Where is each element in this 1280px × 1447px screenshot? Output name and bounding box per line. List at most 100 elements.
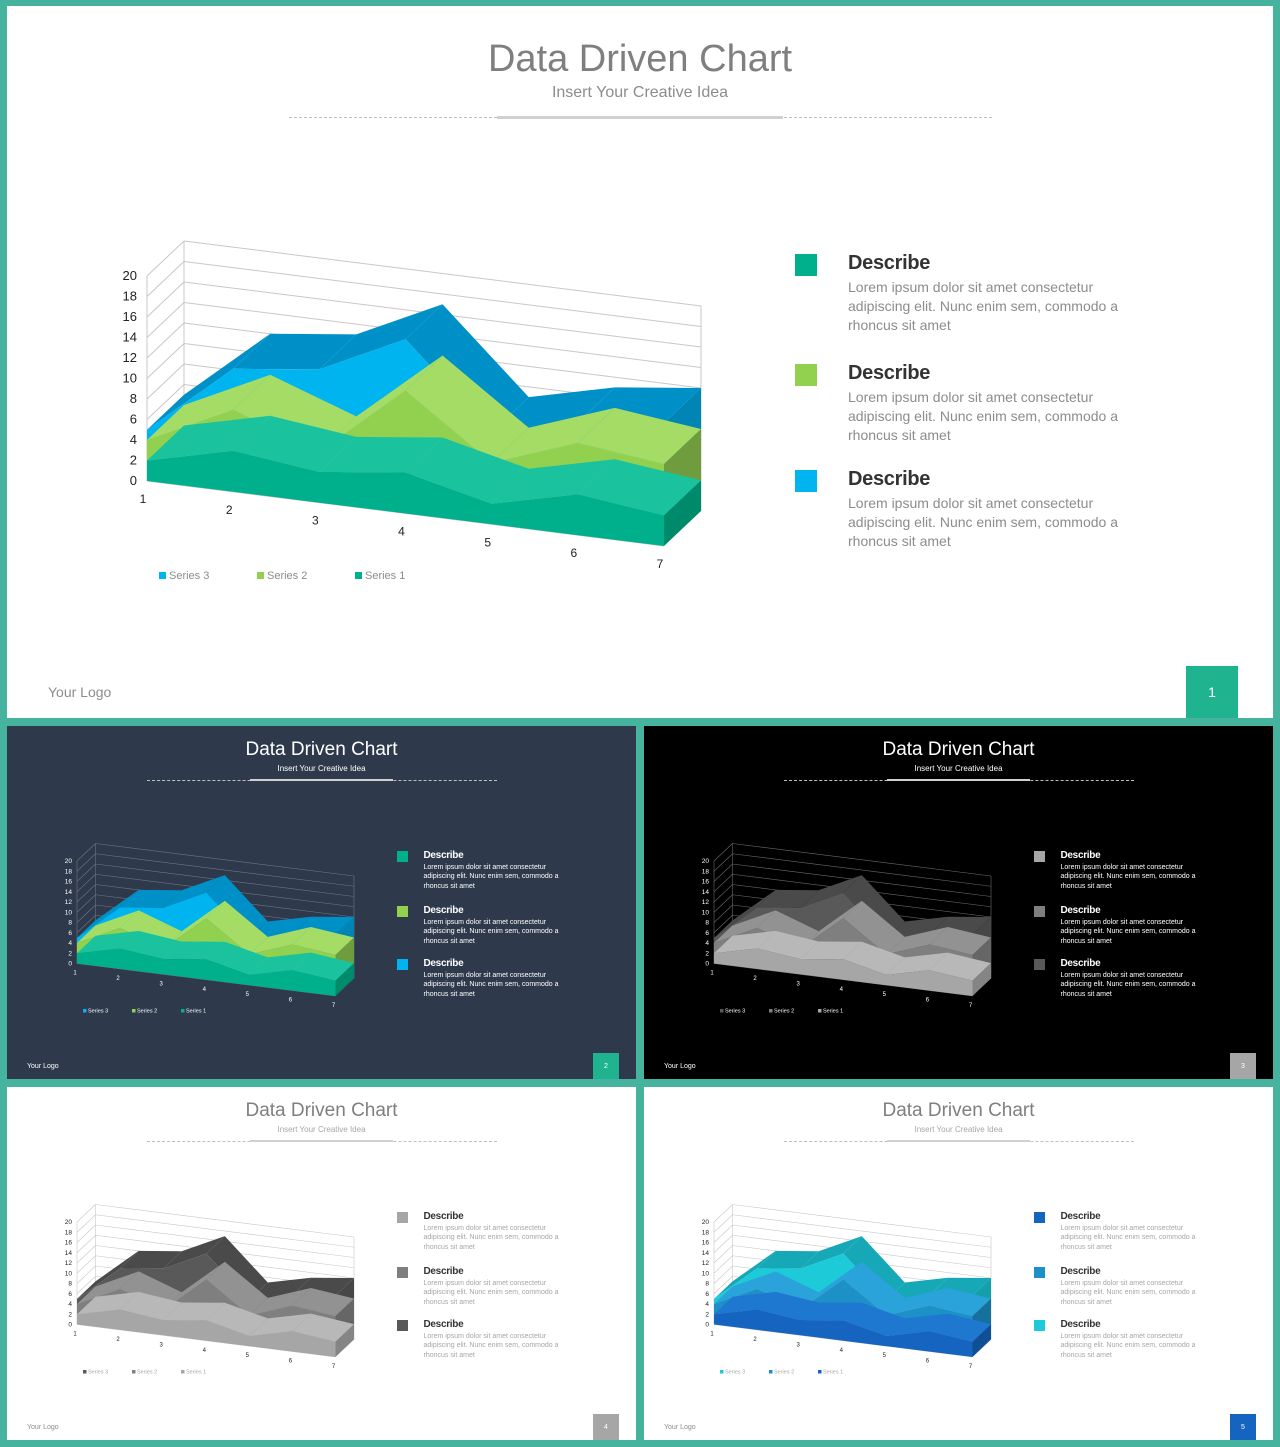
describe-text-line: Lorem ipsum dolor sit amet consectetur (1060, 919, 1184, 926)
describe-heading: Describe (1060, 905, 1101, 916)
series-1-top-face (249, 1313, 311, 1336)
describe-text-line: rhoncus sit amet (1060, 937, 1112, 945)
x-axis-labels: 1 2 3 4 5 6 7 (73, 971, 336, 1010)
legend-swatch (181, 1370, 185, 1374)
x-tick-label: 6 (570, 546, 577, 560)
describe-text-line: adipiscing elit. Nunc enim sem, commodo … (423, 1234, 559, 1242)
x-tick-label: 7 (657, 557, 664, 571)
slide-subtitle: Insert Your Creative Idea (914, 764, 1003, 773)
logo-text: Your Logo (664, 1424, 696, 1431)
x-tick-label: 2 (116, 1337, 120, 1343)
y-tick-label: 18 (702, 1229, 710, 1236)
describe-text-line: Lorem ipsum dolor sit amet consectetur (1060, 864, 1184, 871)
series-3-top-face (120, 889, 182, 908)
logo-text: Your Logo (664, 1063, 696, 1070)
series-3-top-face (206, 1236, 268, 1300)
series-1-top-face (77, 930, 139, 954)
series-1-top-face (577, 459, 701, 516)
y-tick-label: 12 (702, 899, 710, 906)
y-tick-label: 10 (702, 909, 710, 916)
side-gridline (76, 884, 96, 903)
series-1-top-face (929, 952, 991, 981)
series-1-top-face (77, 1291, 139, 1315)
describe-item: Describe Lorem ipsum dolor sit amet conse… (397, 1266, 577, 1317)
describe-swatch (397, 1320, 408, 1331)
legend-swatch (720, 1009, 724, 1013)
side-gridline (76, 1204, 96, 1223)
slide-subtitle: Insert Your Creative Idea (277, 1125, 366, 1134)
describe-heading: Describe (423, 1319, 464, 1330)
y-tick-label: 4 (705, 1301, 709, 1308)
describe-swatch (1034, 1212, 1045, 1223)
side-gridline (76, 1276, 96, 1294)
y-tick-label: 14 (65, 1250, 73, 1257)
describe-text-line: Lorem ipsum dolor sit amet consectetur (423, 1280, 547, 1287)
side-gridline (76, 874, 96, 892)
slide-subtitle: Insert Your Creative Idea (551, 84, 729, 101)
describe-text-line: adipiscing elit. Nunc enim sem, commodo … (1060, 873, 1196, 881)
series-1-top-face (843, 941, 905, 975)
series-2-top-face (886, 927, 948, 955)
describe-heading: Describe (1060, 1211, 1101, 1222)
x-axis-labels: 1 2 3 4 5 6 7 (710, 971, 973, 1010)
slide-2: Data Driven Chart Insert Your Creative I… (7, 726, 636, 1079)
side-gridline (146, 343, 185, 379)
describe-heading: Describe (423, 1266, 464, 1277)
series-1-side-face (664, 480, 701, 546)
describe-text-line: rhoncus sit amet (423, 1243, 475, 1251)
describe-text-line: adipiscing elit. Nunc enim sem, commodo … (423, 981, 559, 989)
y-tick-label: 2 (705, 950, 709, 957)
x-tick-label: 4 (840, 1348, 844, 1354)
legend-swatch (818, 1370, 822, 1374)
side-gridline (146, 240, 185, 277)
logo-text: Your Logo (27, 1424, 59, 1431)
side-gridline (713, 1276, 733, 1294)
describe-text-line: rhoncus sit amet (848, 426, 951, 443)
side-gridline (713, 1235, 733, 1253)
legend-label: Series 1 (186, 1370, 206, 1376)
side-gridline (76, 904, 96, 923)
slide-subtitle: Insert Your Creative Idea (914, 1125, 1003, 1134)
series-2-top-face (843, 900, 905, 955)
x-tick-label: 6 (926, 998, 930, 1004)
describe-heading: Describe (1060, 1319, 1101, 1330)
series-1-front-face (147, 450, 664, 546)
series-1-area (714, 930, 991, 996)
x-tick-label: 2 (226, 503, 233, 517)
series-1-top-face (491, 459, 615, 504)
legend-label: Series 2 (267, 570, 307, 582)
y-tick-label: 12 (702, 1260, 710, 1267)
series-1-front-face (77, 1309, 336, 1357)
slide-subtitle: Insert Your Creative Idea (277, 764, 366, 773)
back-gridline (732, 1204, 992, 1238)
legend-label: Series 1 (823, 1370, 843, 1376)
describe-text-line: adipiscing elit. Nunc enim sem, commodo … (1060, 1342, 1196, 1350)
legend-swatch (83, 1370, 87, 1374)
x-tick-label: 3 (796, 981, 800, 987)
series-2-top-face (800, 1261, 862, 1310)
x-tick-label: 5 (484, 535, 491, 549)
x-tick-label: 2 (753, 976, 757, 982)
x-tick-label: 6 (926, 1359, 930, 1365)
x-tick-label: 1 (710, 1332, 714, 1338)
series-1-side-face (335, 963, 354, 996)
legend-swatch (355, 572, 362, 579)
side-gridline (713, 1214, 733, 1233)
describe-item: Describe Lorem ipsum dolor sit amet conse… (1034, 1319, 1214, 1370)
series-1-top-face (886, 952, 948, 975)
series-1-top-face (800, 1302, 862, 1321)
logo-text: Your Logo (48, 684, 112, 700)
y-tick-label: 18 (65, 1229, 73, 1236)
legend-swatch (132, 1370, 136, 1374)
series-1-top-face (292, 952, 354, 981)
series-1-top-face (206, 1302, 268, 1336)
series-2-top-face (405, 355, 529, 463)
describe-item: Describe Lorem ipsum dolor sit amet conse… (397, 850, 577, 901)
describe-text-line: rhoncus sit amet (423, 1351, 475, 1359)
y-tick-label: 8 (68, 1281, 72, 1288)
page-number: 2 (593, 1053, 619, 1079)
series-1-top-face (163, 1302, 225, 1321)
describe-text-line: adipiscing elit. Nunc enim sem, commodo … (423, 1289, 559, 1297)
series-2-top-face (292, 1288, 354, 1316)
